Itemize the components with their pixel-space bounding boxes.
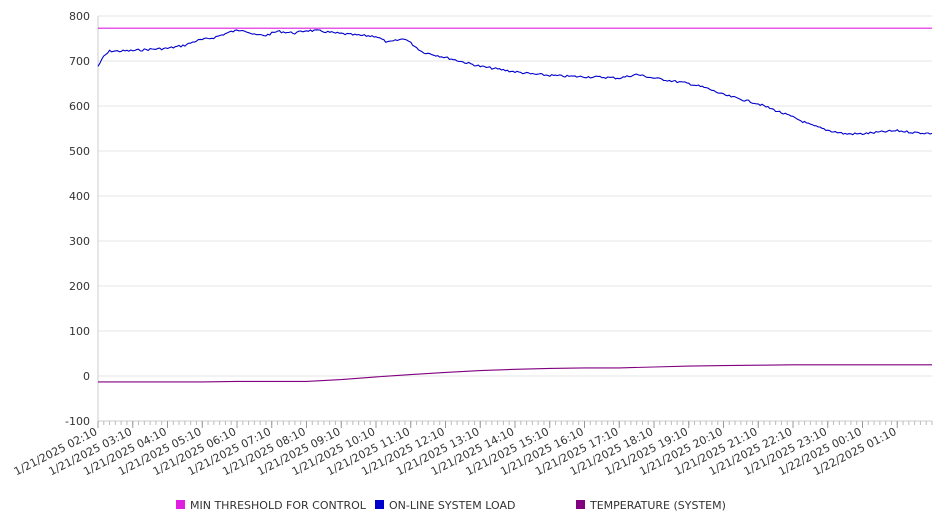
y-tick-label: 200 bbox=[69, 280, 90, 293]
legend: MIN THRESHOLD FOR CONTROL ON-LINE SYSTEM … bbox=[176, 499, 726, 512]
legend-label: TEMPERATURE (SYSTEM) bbox=[589, 499, 726, 512]
legend-swatch bbox=[176, 500, 185, 509]
grid bbox=[98, 15, 932, 422]
series-line-2 bbox=[97, 29, 933, 136]
y-tick-label: 300 bbox=[69, 235, 90, 248]
series-line-3 bbox=[98, 364, 932, 383]
y-tick-label: -100 bbox=[65, 415, 90, 428]
y-tick-label: 600 bbox=[69, 100, 90, 113]
y-tick-label: 400 bbox=[69, 190, 90, 203]
legend-swatch bbox=[576, 500, 585, 509]
y-tick-label: 700 bbox=[69, 55, 90, 68]
series-lines bbox=[97, 27, 933, 383]
legend-label: ON-LINE SYSTEM LOAD bbox=[389, 499, 515, 512]
y-tick-label: 100 bbox=[69, 325, 90, 338]
legend-label: MIN THRESHOLD FOR CONTROL bbox=[190, 499, 367, 512]
y-tick-label: 0 bbox=[83, 370, 90, 383]
y-tick-label: 500 bbox=[69, 145, 90, 158]
legend-swatch bbox=[375, 500, 384, 509]
y-tick-label: 800 bbox=[69, 10, 90, 23]
